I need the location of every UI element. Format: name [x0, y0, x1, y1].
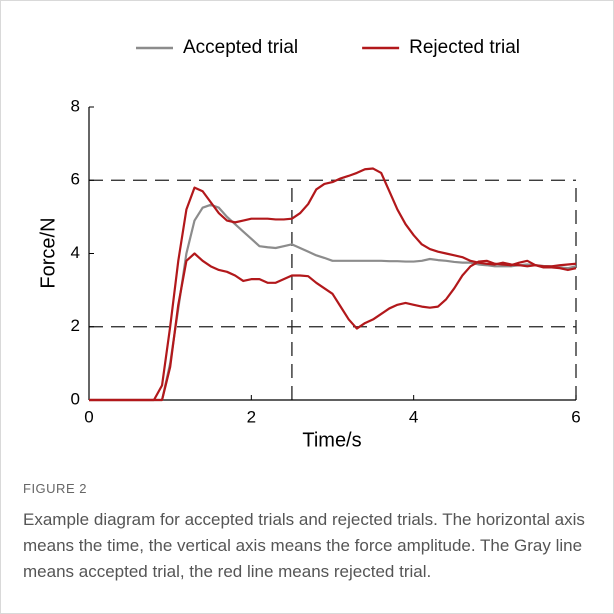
x-axis-label: Time/s — [302, 429, 361, 451]
y-axis-label: Force/N — [37, 217, 59, 288]
data-line — [89, 167, 577, 402]
chart: Time/s Force/N 0 2 4 6 8 0 2 4 6 Accepted trial Re… — [37, 37, 580, 451]
x-tick-label: 4 — [409, 407, 418, 426]
data-line — [89, 252, 577, 402]
y-tick-label: 0 — [71, 389, 80, 408]
y-tick-label: 2 — [71, 316, 80, 335]
legend-label: Accepted trial — [183, 37, 298, 58]
data-line — [89, 203, 577, 402]
x-tick-label: 2 — [247, 407, 256, 426]
caption-text: Example diagram for accepted trials and … — [23, 510, 585, 581]
y-tick-label: 4 — [71, 243, 80, 262]
x-tick-label: 0 — [84, 407, 93, 426]
x-tick-label: 6 — [571, 407, 580, 426]
legend-label: Rejected trial — [409, 37, 520, 58]
y-tick-label: 6 — [71, 170, 80, 189]
caption-label: FIGURE 2 — [23, 481, 87, 496]
y-tick-label: 8 — [71, 96, 80, 115]
